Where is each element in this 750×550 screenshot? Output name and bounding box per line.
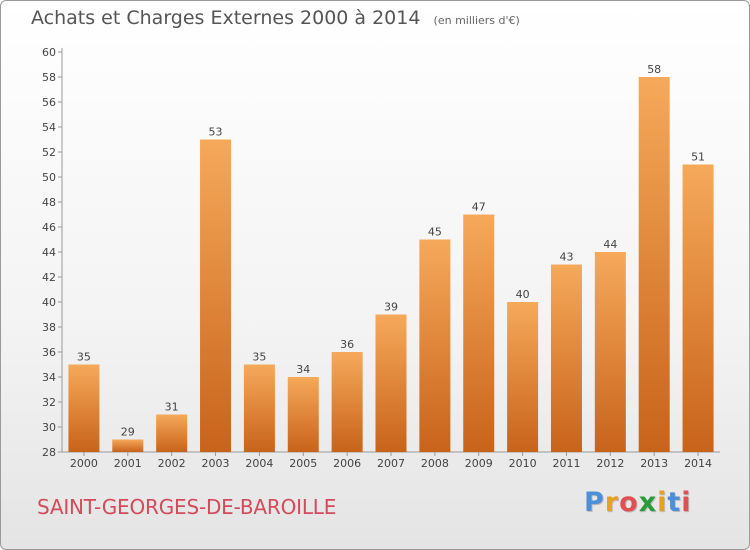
- bar-value-label: 31: [165, 401, 179, 414]
- y-tick-label: 34: [42, 371, 56, 384]
- bar-value-label: 40: [516, 288, 530, 301]
- chart-title: Achats et Charges Externes 2000 à 2014: [31, 7, 421, 29]
- bar-value-label: 39: [384, 301, 398, 314]
- x-tick-label: 2011: [552, 457, 580, 470]
- x-tick-label: 2006: [333, 457, 361, 470]
- bar: [463, 214, 495, 452]
- y-tick-label: 46: [42, 221, 56, 234]
- y-tick-label: 28: [42, 446, 56, 459]
- bar-value-label: 45: [428, 226, 442, 239]
- bar: [68, 364, 100, 452]
- bar: [594, 252, 626, 452]
- bar: [243, 364, 275, 452]
- logo-letter: P: [584, 487, 605, 518]
- commune-name: SAINT-GEORGES-DE-BAROILLE: [37, 495, 337, 519]
- logo-letter: t: [667, 487, 682, 518]
- y-tick-label: 44: [42, 246, 56, 259]
- y-tick-label: 30: [42, 421, 56, 434]
- bar-value-label: 35: [252, 351, 266, 364]
- y-tick-label: 38: [42, 321, 56, 334]
- x-tick-label: 2004: [245, 457, 273, 470]
- y-tick-label: 60: [42, 46, 56, 59]
- x-tick-label: 2008: [421, 457, 449, 470]
- chart-header: Achats et Charges Externes 2000 à 2014 (…: [31, 7, 520, 29]
- x-tick-label: 2010: [509, 457, 537, 470]
- y-tick-label: 54: [42, 121, 56, 134]
- y-tick-label: 42: [42, 271, 56, 284]
- bar-value-label: 58: [647, 63, 661, 76]
- bar: [156, 414, 188, 452]
- y-tick-label: 40: [42, 296, 56, 309]
- x-tick-label: 2007: [377, 457, 405, 470]
- bar-value-label: 51: [691, 151, 705, 164]
- y-tick-label: 58: [42, 71, 56, 84]
- bar: [419, 239, 451, 452]
- bar: [550, 264, 582, 452]
- logo-letter: o: [619, 487, 639, 518]
- y-tick-label: 56: [42, 96, 56, 109]
- bar-value-label: 34: [296, 363, 310, 376]
- bar: [507, 302, 539, 452]
- x-tick-label: 2009: [465, 457, 493, 470]
- proxiti-logo: Proxiti: [584, 487, 692, 518]
- bar: [638, 77, 670, 452]
- x-tick-label: 2014: [684, 457, 712, 470]
- y-tick-label: 36: [42, 346, 56, 359]
- bar: [375, 314, 407, 452]
- bar-value-label: 47: [472, 201, 486, 214]
- bar-value-label: 35: [77, 351, 91, 364]
- bar-value-label: 29: [121, 426, 135, 439]
- y-tick-label: 52: [42, 146, 56, 159]
- bar: [287, 377, 319, 452]
- y-tick-label: 48: [42, 196, 56, 209]
- logo-letter: r: [604, 487, 620, 518]
- bar-value-label: 53: [209, 126, 223, 139]
- x-tick-label: 2000: [70, 457, 98, 470]
- chart-unit: (en milliers d'€): [433, 14, 520, 27]
- bar-value-label: 36: [340, 338, 354, 351]
- bar: [682, 164, 714, 452]
- bar: [112, 439, 144, 452]
- logo-letter: i: [681, 487, 692, 518]
- bar: [200, 139, 232, 452]
- x-tick-label: 2005: [289, 457, 317, 470]
- x-tick-label: 2002: [158, 457, 186, 470]
- x-tick-label: 2013: [640, 457, 668, 470]
- bars: [68, 77, 714, 452]
- logo-letter: i: [657, 487, 668, 518]
- y-tick-label: 50: [42, 171, 56, 184]
- x-tick-label: 2003: [202, 457, 230, 470]
- x-tick-label: 2001: [114, 457, 142, 470]
- value-labels: 35 29 31 53 35 34 36 39 45 47 40 43 44 58 51: [77, 63, 705, 439]
- logo-letter: x: [638, 487, 658, 518]
- bar-value-label: 44: [603, 238, 617, 251]
- y-tick-label: 32: [42, 396, 56, 409]
- bar-value-label: 43: [559, 251, 573, 264]
- bar: [331, 352, 363, 452]
- x-tick-label: 2012: [596, 457, 624, 470]
